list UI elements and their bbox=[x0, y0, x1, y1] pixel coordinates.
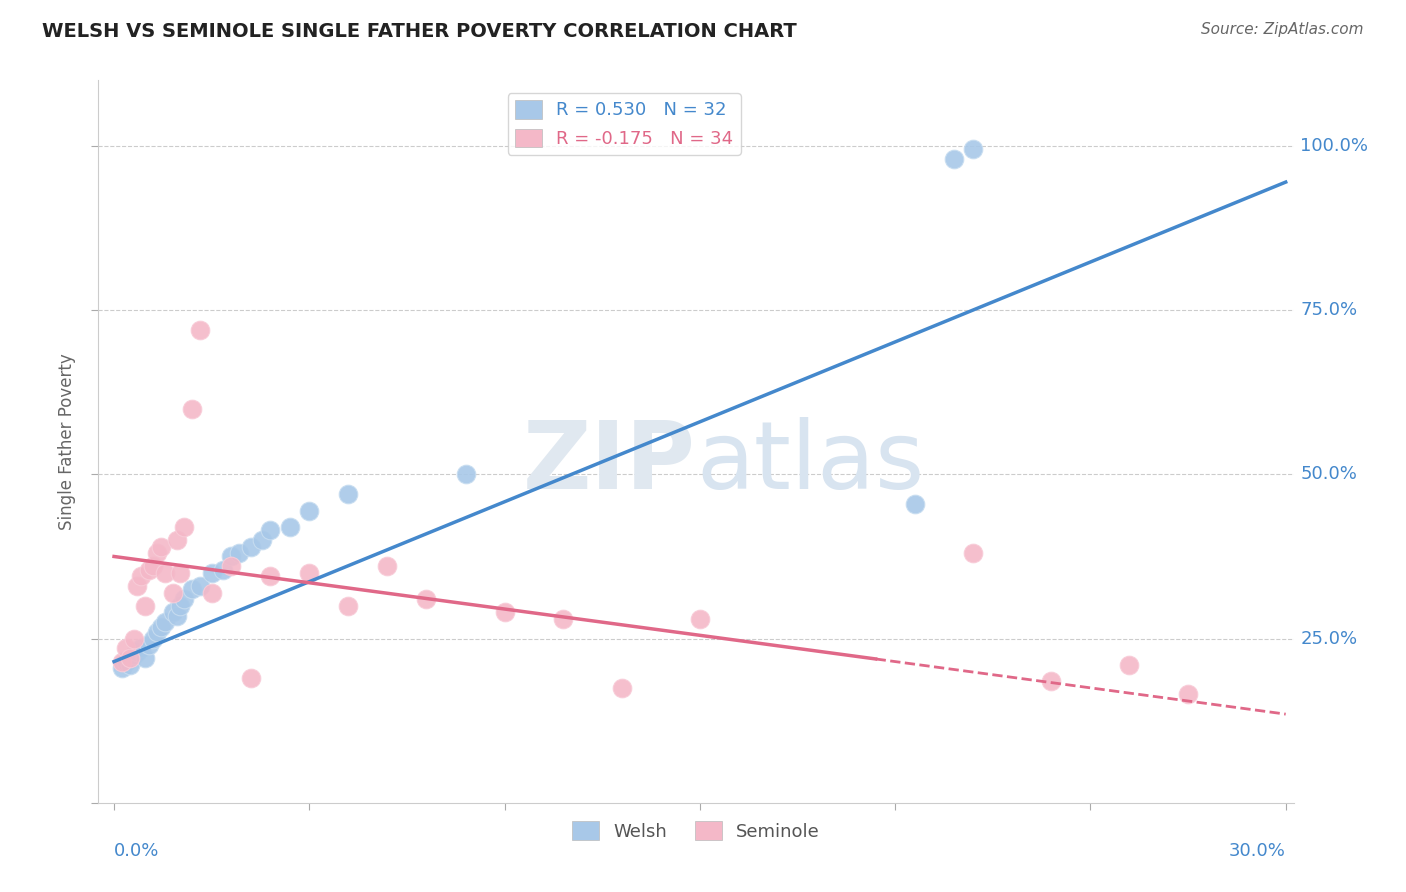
Point bbox=[181, 401, 204, 416]
Point bbox=[298, 566, 321, 580]
Text: 25.0%: 25.0% bbox=[1301, 630, 1358, 648]
Point bbox=[689, 612, 711, 626]
Point bbox=[138, 563, 160, 577]
Point bbox=[259, 523, 281, 537]
Text: WELSH VS SEMINOLE SINGLE FATHER POVERTY CORRELATION CHART: WELSH VS SEMINOLE SINGLE FATHER POVERTY … bbox=[42, 22, 797, 41]
Point bbox=[252, 533, 274, 547]
Point bbox=[134, 599, 156, 613]
Point bbox=[173, 592, 195, 607]
Point bbox=[138, 638, 160, 652]
Point bbox=[127, 645, 149, 659]
Point bbox=[494, 605, 516, 619]
Point bbox=[962, 546, 984, 560]
Text: ZIP: ZIP bbox=[523, 417, 696, 509]
Point bbox=[962, 142, 984, 156]
Point bbox=[610, 681, 633, 695]
Point bbox=[415, 592, 437, 607]
Point bbox=[169, 599, 191, 613]
Point bbox=[1118, 657, 1140, 672]
Point bbox=[553, 612, 575, 626]
Point bbox=[169, 566, 191, 580]
Point bbox=[219, 559, 242, 574]
Point bbox=[153, 615, 176, 630]
Point bbox=[162, 585, 184, 599]
Legend: Welsh, Seminole: Welsh, Seminole bbox=[565, 814, 827, 848]
Point bbox=[337, 487, 360, 501]
Point bbox=[298, 503, 321, 517]
Point bbox=[146, 625, 169, 640]
Point bbox=[111, 655, 134, 669]
Point bbox=[114, 655, 136, 669]
Point bbox=[111, 661, 134, 675]
Point bbox=[219, 549, 242, 564]
Point bbox=[173, 520, 195, 534]
Point bbox=[142, 559, 165, 574]
Y-axis label: Single Father Poverty: Single Father Poverty bbox=[58, 353, 76, 530]
Point bbox=[201, 585, 224, 599]
Point bbox=[162, 605, 184, 619]
Point bbox=[454, 467, 477, 482]
Point bbox=[942, 152, 965, 166]
Point bbox=[118, 651, 141, 665]
Text: 0.0%: 0.0% bbox=[114, 842, 159, 860]
Point bbox=[1177, 687, 1199, 701]
Text: atlas: atlas bbox=[696, 417, 924, 509]
Point bbox=[142, 632, 165, 646]
Point bbox=[134, 651, 156, 665]
Point bbox=[259, 569, 281, 583]
Text: Source: ZipAtlas.com: Source: ZipAtlas.com bbox=[1201, 22, 1364, 37]
Point bbox=[212, 563, 235, 577]
Point bbox=[377, 559, 399, 574]
Point bbox=[188, 323, 211, 337]
Point bbox=[239, 540, 262, 554]
Point bbox=[122, 648, 145, 662]
Point bbox=[166, 608, 188, 623]
Point bbox=[181, 582, 204, 597]
Text: 100.0%: 100.0% bbox=[1301, 137, 1368, 155]
Text: 75.0%: 75.0% bbox=[1301, 301, 1358, 319]
Point bbox=[149, 540, 172, 554]
Point bbox=[118, 657, 141, 672]
Point bbox=[201, 566, 224, 580]
Point bbox=[131, 641, 153, 656]
Point bbox=[166, 533, 188, 547]
Point bbox=[146, 546, 169, 560]
Point bbox=[153, 566, 176, 580]
Point bbox=[1040, 674, 1063, 689]
Point bbox=[131, 569, 153, 583]
Point bbox=[114, 641, 136, 656]
Point bbox=[239, 671, 262, 685]
Point bbox=[188, 579, 211, 593]
Point bbox=[127, 579, 149, 593]
Point bbox=[149, 620, 172, 634]
Point bbox=[228, 546, 250, 560]
Point bbox=[904, 497, 927, 511]
Point bbox=[337, 599, 360, 613]
Text: 50.0%: 50.0% bbox=[1301, 466, 1357, 483]
Point bbox=[122, 632, 145, 646]
Text: 30.0%: 30.0% bbox=[1229, 842, 1285, 860]
Point bbox=[278, 520, 301, 534]
